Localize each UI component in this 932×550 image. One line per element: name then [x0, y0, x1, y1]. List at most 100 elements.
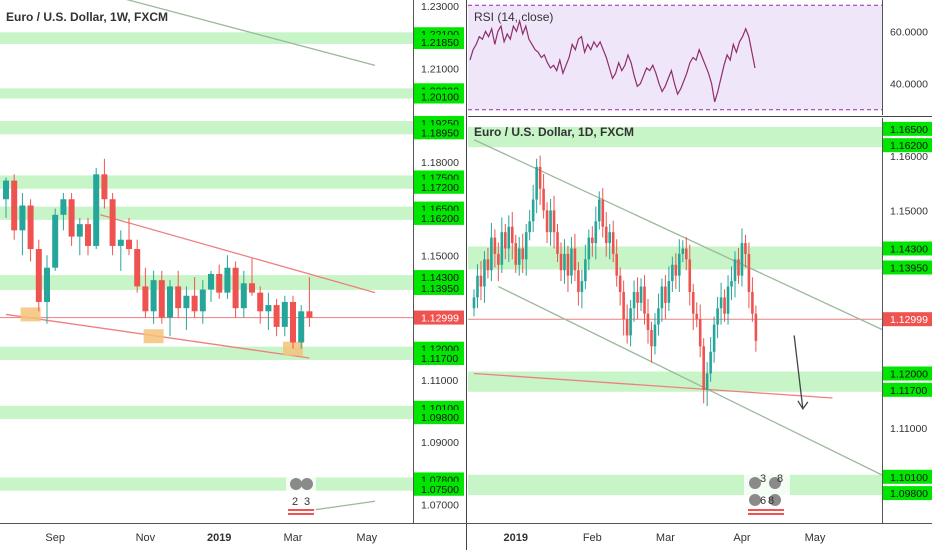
candle [751, 291, 754, 314]
badge-label: 6 [760, 495, 766, 507]
x-tick-label: Mar [656, 532, 675, 544]
candle [681, 248, 685, 254]
price-tag-label: 1.07500 [421, 484, 459, 496]
weekly-price-axis[interactable]: 1.23000 1.21000 1.18000 1.15000 1.11000 1.090… [413, 0, 465, 523]
candle [191, 295, 198, 312]
candle [265, 305, 272, 312]
candle [688, 259, 692, 292]
candle [678, 253, 681, 276]
candle [737, 259, 740, 276]
daily-price-axis[interactable]: 1.16000 1.15000 1.11000 1.16500 1.16200 1.14… [882, 118, 932, 523]
candle [183, 295, 190, 309]
daily-indicator-badge[interactable]: 3 8 6 8 [744, 472, 790, 518]
candle [664, 286, 667, 303]
weekly-time-axis[interactable]: Sep Nov 2019 Mar May [45, 532, 377, 544]
candle [232, 267, 239, 309]
x-tick-label: 2019 [207, 532, 231, 544]
price-tag [414, 179, 464, 194]
daily-chart-title: Euro / U.S. Dollar, 1D, FXCM [474, 125, 634, 139]
y-tick-label: 1.18000 [421, 157, 459, 169]
candle [76, 224, 83, 237]
price-tag [414, 280, 464, 295]
price-tag-label: 1.16500 [890, 124, 928, 136]
candle [493, 237, 497, 254]
green-trendline [473, 139, 882, 331]
candle [671, 264, 674, 282]
candle [712, 324, 716, 352]
x-tick-label: Sep [45, 532, 65, 544]
weekly-indicator-badge[interactable]: 2 3 [286, 474, 316, 516]
candle [622, 291, 625, 320]
candle [510, 226, 514, 244]
price-tag-label: 1.16200 [890, 140, 928, 152]
candle [549, 210, 552, 233]
badge-label: 3 [304, 496, 310, 508]
candle [117, 239, 124, 246]
weekly-chart-pane[interactable]: Euro / U.S. Dollar, 1W, FXCM 2 3 [0, 0, 413, 516]
candle [507, 226, 511, 249]
candle [702, 346, 705, 390]
price-tag-label: 1.19250 [421, 118, 459, 130]
daily-chart-pane[interactable]: Euro / U.S. Dollar, 1D, FXCM 3 8 6 8 [468, 125, 930, 518]
y-tick-label: 1.16000 [890, 151, 928, 163]
candle [719, 297, 723, 309]
candle [479, 275, 483, 287]
price-tag [414, 351, 464, 366]
green-trendline [498, 285, 882, 476]
candle [521, 248, 525, 260]
candle [674, 264, 678, 276]
candle [570, 248, 573, 276]
rsi-pane[interactable]: RSI (14, close) [468, 4, 882, 111]
candle [556, 232, 559, 254]
price-tag-label: 1.11700 [421, 353, 458, 365]
candle [538, 166, 542, 189]
highlight-box [143, 329, 164, 344]
projection-arrow [793, 335, 809, 411]
x-tick-label: Apr [733, 532, 750, 544]
candle [726, 286, 730, 314]
candle [483, 259, 486, 287]
current-price-label: 1.12999 [421, 313, 459, 325]
candle [528, 221, 531, 233]
indicator-dot-icon [749, 494, 761, 506]
price-tag [883, 469, 932, 484]
price-tag [883, 138, 932, 153]
candle [667, 281, 671, 303]
daily-price-tags: 1.16500 1.16200 1.14300 1.13950 1.12000 1.117… [883, 121, 932, 501]
rsi-tick-label: 60.0000 [890, 26, 928, 38]
candle [249, 283, 255, 293]
price-zone [0, 206, 413, 220]
rsi-band [468, 5, 882, 110]
badge-label: 8 [777, 473, 783, 485]
daily-time-axis[interactable]: 2019 Feb Mar Apr May [504, 532, 826, 544]
y-tick-label: 1.11000 [421, 375, 458, 387]
x-tick-label: 2019 [504, 532, 528, 544]
candle [705, 373, 709, 390]
candle [109, 199, 116, 246]
candle [545, 210, 549, 233]
weekly-candles [3, 158, 313, 349]
candle [504, 232, 507, 249]
price-tag-label: 1.16200 [421, 213, 459, 225]
candle [733, 259, 737, 282]
candle [744, 243, 747, 254]
price-tag-label: 1.09800 [890, 488, 928, 500]
candle [608, 232, 612, 244]
candle [175, 286, 182, 309]
candle [126, 239, 132, 250]
candle [208, 273, 214, 290]
price-zone [0, 275, 413, 290]
badge-label: 3 [760, 473, 766, 485]
y-tick-label: 1.09000 [421, 437, 459, 449]
candle [199, 289, 206, 312]
price-tag-label: 1.14300 [890, 243, 928, 255]
candle [653, 324, 657, 347]
candle [684, 248, 688, 260]
weekly-support-resistance-zones [0, 32, 413, 491]
price-zone [0, 88, 413, 99]
price-zone [0, 175, 413, 189]
candle [691, 291, 695, 314]
candle [625, 319, 629, 336]
rsi-axis[interactable]: 60.0000 40.0000 [882, 0, 929, 115]
daily-y-tick-labels: 1.16000 1.15000 1.11000 [890, 151, 928, 435]
